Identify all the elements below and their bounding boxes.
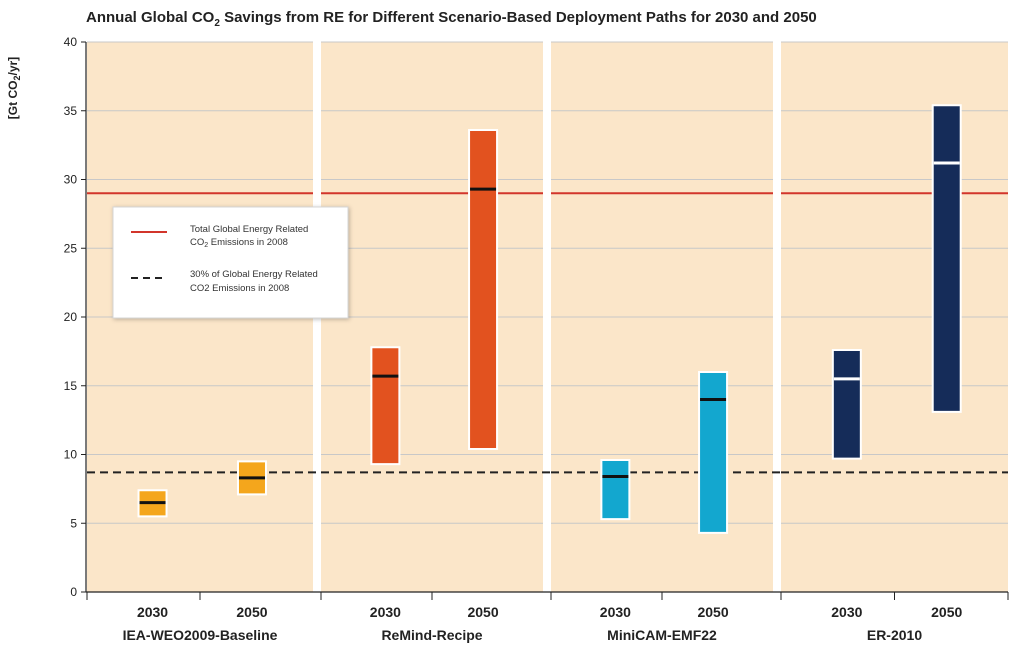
legend-total-label-1: Total Global Energy Related xyxy=(190,224,308,235)
group-label: MiniCAM-EMF22 xyxy=(607,627,717,643)
legend: Total Global Energy Related CO2 Emission… xyxy=(112,206,349,319)
y-tick-label: 35 xyxy=(64,104,78,118)
group-label: IEA-WEO2009-Baseline xyxy=(123,627,278,643)
x-labels: 2030 2050 IEA-WEO2009-Baseline 2030 2050 ReMi… xyxy=(123,604,963,643)
year-label: 2050 xyxy=(236,604,267,620)
range-bar xyxy=(931,104,962,413)
range-bar xyxy=(468,129,499,450)
group-label: ReMind-Recipe xyxy=(381,627,482,643)
year-label: 2050 xyxy=(697,604,728,620)
range-bar xyxy=(698,371,729,534)
legend-total-label-2: CO2 Emissions in 2008 xyxy=(190,237,288,249)
chart-title: Annual Global CO2 Savings from RE for Di… xyxy=(86,9,817,29)
reference-lines xyxy=(87,192,1008,474)
year-label: 2050 xyxy=(467,604,498,620)
y-tick-label: 15 xyxy=(64,379,78,393)
legend-box xyxy=(112,206,349,319)
range-bar xyxy=(370,346,401,466)
y-tick-label: 25 xyxy=(64,241,78,255)
year-label: 2050 xyxy=(931,604,962,620)
range-bar xyxy=(831,349,862,460)
year-label: 2030 xyxy=(370,604,401,620)
y-axis-label: [Gt CO2/yr] xyxy=(6,57,22,119)
year-label: 2030 xyxy=(600,604,631,620)
legend-dashed-label-2: CO2 Emissions in 2008 xyxy=(190,283,289,294)
y-tick-label: 40 xyxy=(64,35,78,49)
range-bar xyxy=(600,459,631,521)
y-tick-label: 5 xyxy=(70,516,77,530)
group-label: ER-2010 xyxy=(867,627,922,643)
y-tick-label: 0 xyxy=(70,585,77,599)
year-label: 2030 xyxy=(137,604,168,620)
y-tick-label: 30 xyxy=(64,173,78,187)
year-label: 2030 xyxy=(831,604,862,620)
y-tick-label: 10 xyxy=(64,448,78,462)
y-ticks: 0 5 10 15 20 25 30 35 40 xyxy=(64,35,86,599)
bars xyxy=(137,104,962,534)
legend-dashed-label-1: 30% of Global Energy Related xyxy=(190,269,318,280)
y-tick-label: 20 xyxy=(64,310,78,324)
